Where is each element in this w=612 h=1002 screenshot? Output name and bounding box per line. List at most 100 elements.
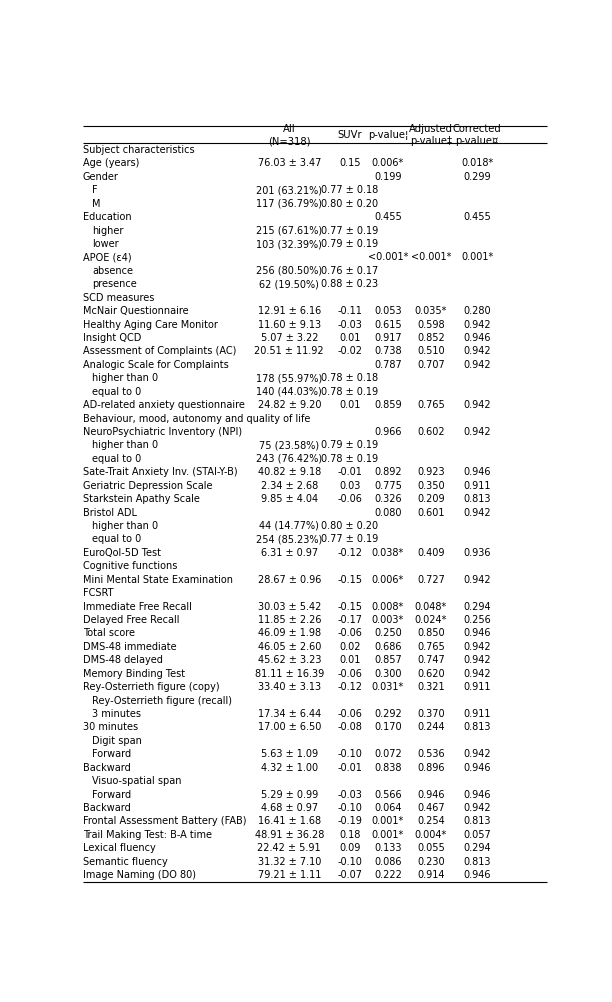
Text: 0.350: 0.350 [417, 481, 445, 491]
Text: 81.11 ± 16.39: 81.11 ± 16.39 [255, 668, 324, 678]
Text: 0.326: 0.326 [374, 494, 401, 504]
Text: Mini Mental State Examination: Mini Mental State Examination [83, 575, 233, 585]
Text: 2.34 ± 2.68: 2.34 ± 2.68 [261, 481, 318, 491]
Text: -0.06: -0.06 [337, 494, 362, 504]
Text: Cognitive functions: Cognitive functions [83, 561, 177, 571]
Text: Digit span: Digit span [92, 735, 142, 745]
Text: 178 (55.97%): 178 (55.97%) [256, 374, 323, 384]
Text: 0.566: 0.566 [374, 790, 401, 800]
Text: 0.003*: 0.003* [372, 615, 404, 625]
Text: 4.32 ± 1.00: 4.32 ± 1.00 [261, 763, 318, 773]
Text: -0.06: -0.06 [337, 709, 362, 719]
Text: Healthy Aging Care Monitor: Healthy Aging Care Monitor [83, 320, 218, 330]
Text: 28.67 ± 0.96: 28.67 ± 0.96 [258, 575, 321, 585]
Text: 0.942: 0.942 [463, 803, 491, 813]
Text: 0.88 ± 0.23: 0.88 ± 0.23 [321, 280, 378, 290]
Text: 0.813: 0.813 [463, 722, 491, 732]
Text: 44 (14.77%): 44 (14.77%) [259, 521, 319, 531]
Text: 5.63 ± 1.09: 5.63 ± 1.09 [261, 749, 318, 760]
Text: 4.68 ± 0.97: 4.68 ± 0.97 [261, 803, 318, 813]
Text: 0.01: 0.01 [339, 655, 360, 665]
Text: 0.031*: 0.031* [372, 682, 404, 692]
Text: 5.07 ± 3.22: 5.07 ± 3.22 [261, 333, 318, 343]
Text: Lexical fluency: Lexical fluency [83, 844, 155, 854]
Text: 0.230: 0.230 [417, 857, 445, 867]
Text: 0.133: 0.133 [374, 844, 401, 854]
Text: 0.946: 0.946 [463, 870, 491, 880]
Text: 0.765: 0.765 [417, 642, 445, 652]
Text: Age (years): Age (years) [83, 158, 139, 168]
Text: FCSRT: FCSRT [83, 588, 113, 598]
Text: 103 (32.39%): 103 (32.39%) [256, 239, 322, 249]
Text: 20.51 ± 11.92: 20.51 ± 11.92 [255, 347, 324, 357]
Text: 0.001*: 0.001* [372, 817, 404, 827]
Text: p-value¦: p-value¦ [368, 130, 408, 140]
Text: 30.03 ± 5.42: 30.03 ± 5.42 [258, 601, 321, 611]
Text: 0.78 ± 0.19: 0.78 ± 0.19 [321, 387, 378, 397]
Text: 75 (23.58%): 75 (23.58%) [259, 441, 319, 451]
Text: -0.15: -0.15 [337, 575, 362, 585]
Text: 140 (44.03%): 140 (44.03%) [256, 387, 322, 397]
Text: 0.292: 0.292 [374, 709, 402, 719]
Text: 0.467: 0.467 [417, 803, 445, 813]
Text: Trail Making Test: B-A time: Trail Making Test: B-A time [83, 830, 212, 840]
Text: Insight QCD: Insight QCD [83, 333, 141, 343]
Text: All
(N=318): All (N=318) [268, 123, 310, 146]
Text: 6.31 ± 0.97: 6.31 ± 0.97 [261, 548, 318, 558]
Text: 0.857: 0.857 [374, 655, 402, 665]
Text: McNair Questionnaire: McNair Questionnaire [83, 307, 188, 317]
Text: 0.001*: 0.001* [372, 830, 404, 840]
Text: higher: higher [92, 225, 124, 235]
Text: 243 (76.42%): 243 (76.42%) [256, 454, 323, 464]
Text: Forward: Forward [92, 790, 131, 800]
Text: 0.510: 0.510 [417, 347, 445, 357]
Text: 0.072: 0.072 [374, 749, 402, 760]
Text: 0.942: 0.942 [463, 655, 491, 665]
Text: 0.850: 0.850 [417, 628, 445, 638]
Text: Memory Binding Test: Memory Binding Test [83, 668, 185, 678]
Text: 0.294: 0.294 [463, 844, 491, 854]
Text: Semantic fluency: Semantic fluency [83, 857, 168, 867]
Text: -0.08: -0.08 [337, 722, 362, 732]
Text: 0.001*: 0.001* [461, 253, 493, 263]
Text: 0.946: 0.946 [463, 763, 491, 773]
Text: 0.199: 0.199 [374, 172, 401, 182]
Text: 17.00 ± 6.50: 17.00 ± 6.50 [258, 722, 321, 732]
Text: Assessment of Complaints (AC): Assessment of Complaints (AC) [83, 347, 236, 357]
Text: 0.024*: 0.024* [415, 615, 447, 625]
Text: 0.77 ± 0.19: 0.77 ± 0.19 [321, 534, 378, 544]
Text: 0.080: 0.080 [374, 508, 401, 518]
Text: F: F [92, 185, 98, 195]
Text: Corrected
p-value¤: Corrected p-value¤ [453, 123, 502, 146]
Text: AD-related anxiety questionnaire: AD-related anxiety questionnaire [83, 400, 245, 410]
Text: M: M [92, 198, 100, 208]
Text: 45.62 ± 3.23: 45.62 ± 3.23 [258, 655, 321, 665]
Text: higher than 0: higher than 0 [92, 521, 158, 531]
Text: NeuroPsychiatric Inventory (NPI): NeuroPsychiatric Inventory (NPI) [83, 427, 242, 437]
Text: 0.006*: 0.006* [372, 158, 404, 168]
Text: equal to 0: equal to 0 [92, 454, 141, 464]
Text: Frontal Assessment Battery (FAB): Frontal Assessment Battery (FAB) [83, 817, 246, 827]
Text: Adjusted
p-value‡: Adjusted p-value‡ [409, 123, 453, 146]
Text: equal to 0: equal to 0 [92, 534, 141, 544]
Text: 11.60 ± 9.13: 11.60 ± 9.13 [258, 320, 321, 330]
Text: 256 (80.50%): 256 (80.50%) [256, 266, 323, 276]
Text: 0.946: 0.946 [463, 628, 491, 638]
Text: 0.086: 0.086 [374, 857, 401, 867]
Text: 0.946: 0.946 [417, 790, 445, 800]
Text: 0.370: 0.370 [417, 709, 445, 719]
Text: -0.11: -0.11 [337, 307, 362, 317]
Text: 0.02: 0.02 [339, 642, 360, 652]
Text: 40.82 ± 9.18: 40.82 ± 9.18 [258, 467, 321, 477]
Text: 201 (63.21%): 201 (63.21%) [256, 185, 323, 195]
Text: 0.053: 0.053 [374, 307, 401, 317]
Text: 0.727: 0.727 [417, 575, 445, 585]
Text: 0.170: 0.170 [374, 722, 401, 732]
Text: 0.892: 0.892 [374, 467, 401, 477]
Text: 215 (67.61%): 215 (67.61%) [256, 225, 323, 235]
Text: -0.19: -0.19 [337, 817, 362, 827]
Text: 16.41 ± 1.68: 16.41 ± 1.68 [258, 817, 321, 827]
Text: 0.923: 0.923 [417, 467, 445, 477]
Text: 254 (85.23%): 254 (85.23%) [256, 534, 323, 544]
Text: absence: absence [92, 266, 133, 276]
